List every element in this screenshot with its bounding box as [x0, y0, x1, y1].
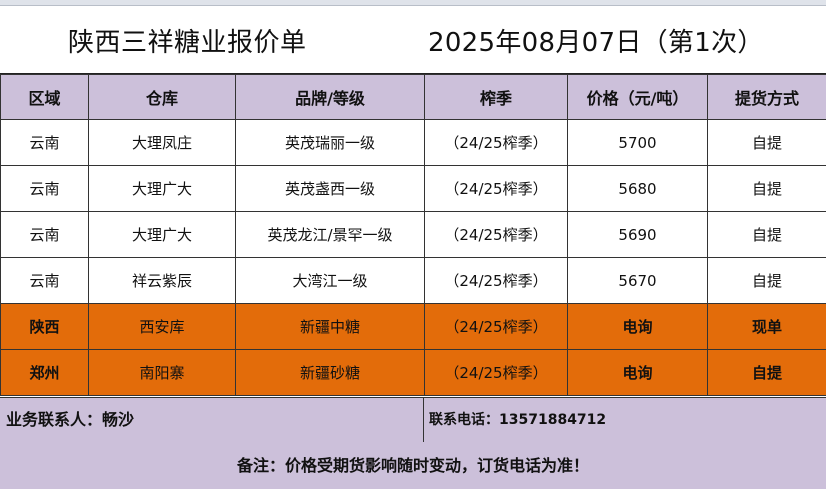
cell-pickup: 自提 — [707, 349, 826, 396]
cell-region: 陕西 — [0, 303, 89, 350]
table-header-row: 区域 仓库 品牌/等级 榨季 价格（元/吨） 提货方式 — [0, 74, 826, 120]
header-brand-grade: 品牌/等级 — [235, 74, 425, 120]
cell-pickup: 现单 — [707, 303, 826, 350]
contact-person: 业务联系人：畅沙 — [0, 398, 424, 442]
price-table: 区域 仓库 品牌/等级 榨季 价格（元/吨） 提货方式 云南 大理凤庄 英茂瑞丽… — [0, 74, 826, 396]
table-row: 云南 大理广大 英茂盏西一级 （24/25榨季） 5680 自提 — [0, 165, 826, 212]
cell-price: 5670 — [567, 257, 708, 304]
cell-brand: 英茂龙江/景罕一级 — [235, 211, 425, 258]
cell-warehouse: 大理广大 — [88, 211, 236, 258]
cell-warehouse: 祥云紫辰 — [88, 257, 236, 304]
table-row-highlighted: 郑州 南阳寨 新疆砂糖 （24/25榨季） 电询 自提 — [0, 349, 826, 396]
cell-region: 云南 — [0, 119, 89, 166]
cell-region: 云南 — [0, 257, 89, 304]
cell-region: 云南 — [0, 165, 89, 212]
cell-brand: 新疆中糖 — [235, 303, 425, 350]
cell-price: 5680 — [567, 165, 708, 212]
cell-season: （24/25榨季） — [424, 165, 568, 212]
header-region: 区域 — [0, 74, 89, 120]
column-ruler — [0, 0, 826, 6]
cell-price: 电询 — [567, 303, 708, 350]
cell-region: 郑州 — [0, 349, 89, 396]
contact-row: 业务联系人：畅沙 联系电话：13571884712 — [0, 397, 826, 443]
cell-price: 电询 — [567, 349, 708, 396]
cell-warehouse: 西安库 — [88, 303, 236, 350]
cell-brand: 大湾江一级 — [235, 257, 425, 304]
header-season: 榨季 — [424, 74, 568, 120]
header-warehouse: 仓库 — [88, 74, 236, 120]
cell-warehouse: 大理凤庄 — [88, 119, 236, 166]
title-row: 陕西三祥糖业报价单 2025年08月07日（第1次） — [0, 6, 826, 74]
remark-note: 备注：价格受期货影响随时变动，订货电话为准！ — [0, 442, 826, 489]
cell-price: 5690 — [567, 211, 708, 258]
cell-warehouse: 大理广大 — [88, 165, 236, 212]
cell-season: （24/25榨季） — [424, 119, 568, 166]
cell-pickup: 自提 — [707, 165, 826, 212]
cell-season: （24/25榨季） — [424, 257, 568, 304]
header-pickup: 提货方式 — [707, 74, 826, 120]
cell-brand: 英茂盏西一级 — [235, 165, 425, 212]
cell-pickup: 自提 — [707, 119, 826, 166]
sheet-title: 陕西三祥糖业报价单 — [68, 28, 307, 58]
contact-phone: 联系电话：13571884712 — [429, 412, 607, 428]
cell-season: （24/25榨季） — [424, 211, 568, 258]
cell-pickup: 自提 — [707, 211, 826, 258]
cell-price: 5700 — [567, 119, 708, 166]
table-row: 云南 大理广大 英茂龙江/景罕一级 （24/25榨季） 5690 自提 — [0, 211, 826, 258]
table-row: 云南 祥云紫辰 大湾江一级 （24/25榨季） 5670 自提 — [0, 257, 826, 304]
cell-brand: 新疆砂糖 — [235, 349, 425, 396]
table-row-highlighted: 陕西 西安库 新疆中糖 （24/25榨季） 电询 现单 — [0, 303, 826, 350]
quote-date: 2025年08月07日（第1次） — [428, 28, 764, 58]
cell-warehouse: 南阳寨 — [88, 349, 236, 396]
cell-season: （24/25榨季） — [424, 349, 568, 396]
cell-pickup: 自提 — [707, 257, 826, 304]
cell-brand: 英茂瑞丽一级 — [235, 119, 425, 166]
table-row: 云南 大理凤庄 英茂瑞丽一级 （24/25榨季） 5700 自提 — [0, 119, 826, 166]
cell-region: 云南 — [0, 211, 89, 258]
cell-season: （24/25榨季） — [424, 303, 568, 350]
header-price: 价格（元/吨） — [567, 74, 708, 120]
